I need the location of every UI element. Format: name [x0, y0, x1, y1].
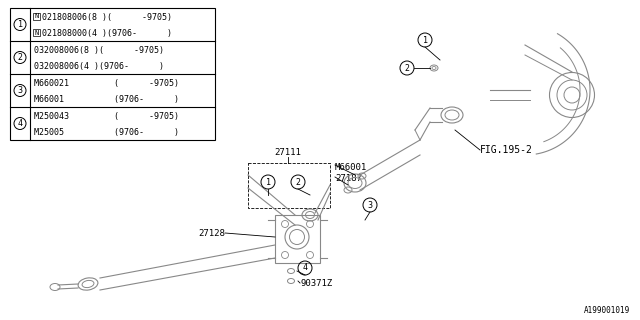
Text: 1: 1	[17, 20, 22, 29]
Text: 27128: 27128	[198, 228, 225, 237]
Text: 3: 3	[17, 86, 22, 95]
Text: 3: 3	[367, 201, 372, 210]
Text: 4: 4	[17, 119, 22, 128]
Text: A199001019: A199001019	[584, 306, 630, 315]
Text: M66001: M66001	[335, 163, 367, 172]
Text: 27111: 27111	[275, 148, 301, 157]
Text: M660021         (      -9705): M660021 ( -9705)	[34, 79, 179, 88]
Text: 1: 1	[266, 178, 271, 187]
Text: 4: 4	[303, 263, 307, 273]
Bar	[33, 29, 40, 36]
Text: 2: 2	[17, 53, 22, 62]
Text: 021808000(4 )(9706-      ): 021808000(4 )(9706- )	[42, 29, 172, 38]
Bar	[248, 163, 330, 208]
Bar	[33, 12, 40, 20]
Text: 1: 1	[422, 36, 428, 44]
Text: 2: 2	[296, 178, 301, 187]
Text: FIG.195-2: FIG.195-2	[480, 145, 533, 155]
Text: 021808006(8 )(      -9705): 021808006(8 )( -9705)	[42, 12, 172, 21]
Text: 032008006(4 )(9706-      ): 032008006(4 )(9706- )	[34, 62, 164, 71]
Text: M66001          (9706-      ): M66001 (9706- )	[34, 95, 179, 104]
Text: N: N	[35, 29, 38, 36]
Text: 27187: 27187	[335, 174, 362, 183]
Bar	[10, 8, 215, 140]
Text: 90371Z: 90371Z	[300, 278, 332, 287]
Text: 032008006(8 )(      -9705): 032008006(8 )( -9705)	[34, 45, 164, 55]
Text: 2: 2	[404, 63, 410, 73]
Text: M250043         (      -9705): M250043 ( -9705)	[34, 112, 179, 121]
Text: M25005          (9706-      ): M25005 (9706- )	[34, 128, 179, 137]
Text: N: N	[35, 13, 38, 19]
